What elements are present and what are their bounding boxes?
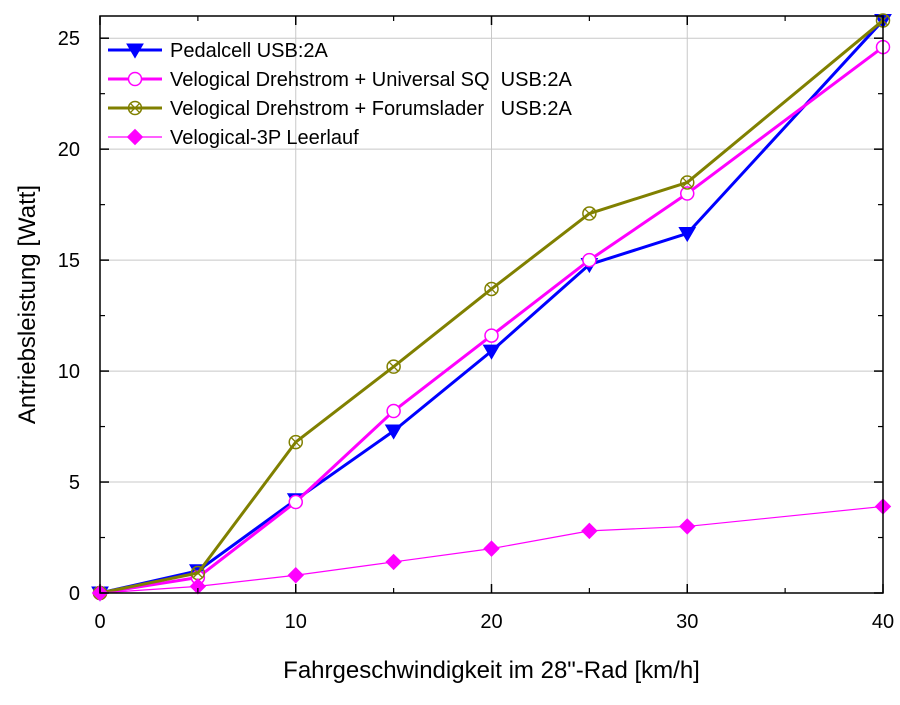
axes: 0 10 20 30 40 0 5 10 15 20 25 xyxy=(58,16,894,633)
y-tick-label: 15 xyxy=(58,250,80,272)
marker-ring xyxy=(127,100,143,116)
data-point xyxy=(582,206,597,221)
marker-ring xyxy=(484,281,499,297)
legend-label: Velogical-3P Leerlauf xyxy=(170,127,359,149)
legend-entry: Velogical Drehstrom + Forumslader USB:2A xyxy=(108,98,572,120)
marker-ring xyxy=(386,359,401,374)
legend: Pedalcell USB:2A Velogical Drehstrom + Un… xyxy=(108,40,572,149)
data-point xyxy=(482,344,501,360)
data-point xyxy=(582,252,597,268)
x-tick-label: 30 xyxy=(676,611,698,633)
marker-ring xyxy=(680,175,695,190)
data-point xyxy=(680,186,695,201)
legend-label: Velogical Drehstrom + Universal SQ USB:2… xyxy=(170,69,572,91)
legend-swatch-marker xyxy=(126,43,144,59)
data-point xyxy=(189,578,207,595)
data-point xyxy=(386,359,401,374)
series-group xyxy=(91,13,892,602)
legend-label: Pedalcell USB:2A xyxy=(170,40,329,62)
marker-ring xyxy=(288,434,303,450)
data-point xyxy=(484,328,499,343)
data-point xyxy=(287,567,304,584)
marker-cross xyxy=(486,283,497,295)
grid xyxy=(100,16,883,593)
data-point xyxy=(678,226,697,243)
y-tick-label: 5 xyxy=(69,472,80,494)
legend-swatch-marker xyxy=(127,100,143,116)
marker-cross xyxy=(290,437,301,448)
data-point xyxy=(288,434,303,450)
legend-swatch-marker xyxy=(126,128,144,146)
legend-entry: Pedalcell USB:2A xyxy=(108,40,329,62)
data-point xyxy=(679,518,696,535)
data-point xyxy=(385,553,402,571)
series-line xyxy=(99,19,884,595)
data-point xyxy=(288,494,303,510)
x-axis-label: Fahrgeschwindigkeit im 28"-Rad [km/h] xyxy=(283,657,700,684)
marker-ring xyxy=(582,206,597,221)
y-axis-label: Antriebsleistung [Watt] xyxy=(14,185,41,424)
x-tick-label: 40 xyxy=(872,611,894,633)
series-line xyxy=(99,19,885,595)
data-point xyxy=(484,281,499,297)
data-point xyxy=(483,540,500,557)
marker-cross xyxy=(584,208,595,219)
y-tick-label: 10 xyxy=(58,361,80,383)
data-point xyxy=(680,175,695,190)
series-4 xyxy=(91,498,892,602)
data-point xyxy=(386,403,401,419)
legend-entry: Velogical-3P Leerlauf xyxy=(108,127,359,149)
y-tick-label: 0 xyxy=(69,583,80,605)
x-tick-label: 20 xyxy=(480,611,502,633)
marker-cross xyxy=(192,567,203,579)
series-3 xyxy=(92,13,891,601)
legend-label: Velogical Drehstrom + Forumslader USB:2A xyxy=(170,98,572,120)
legend-swatch-marker xyxy=(127,71,143,87)
series-line xyxy=(99,45,884,595)
series-line xyxy=(99,505,884,594)
marker-cross xyxy=(388,361,399,372)
y-tick-label: 20 xyxy=(58,139,80,161)
y-tick-label: 25 xyxy=(58,28,80,50)
x-tick-label: 0 xyxy=(94,611,105,633)
marker-cross xyxy=(129,102,141,114)
data-point xyxy=(384,424,403,440)
data-point xyxy=(581,522,598,540)
marker-cross xyxy=(682,177,693,188)
legend-entry: Velogical Drehstrom + Universal SQ USB:2… xyxy=(108,69,572,91)
x-tick-label: 10 xyxy=(285,611,307,633)
